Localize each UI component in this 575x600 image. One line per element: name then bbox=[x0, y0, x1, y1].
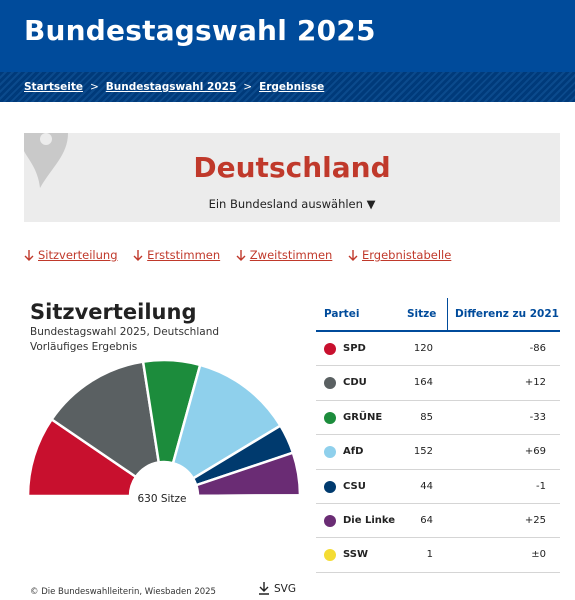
breadcrumb-results-link[interactable]: Ergebnisse bbox=[259, 81, 325, 93]
table-row: CSU 44 -1 bbox=[316, 470, 560, 504]
party-diff: +69 bbox=[524, 446, 546, 458]
breadcrumb-separator: > bbox=[243, 81, 253, 93]
party-diff: -1 bbox=[536, 480, 546, 492]
arrow-down-icon bbox=[24, 249, 34, 261]
party-seats: 64 bbox=[420, 514, 433, 526]
breadcrumb-election-link[interactable]: Bundestagswahl 2025 bbox=[105, 81, 237, 93]
column-divider bbox=[447, 298, 448, 332]
svg-download-label: SVG bbox=[274, 582, 296, 595]
column-header-diff: Differenz zu 2021 bbox=[455, 308, 559, 320]
table-header: Partei Sitze Differenz zu 2021 bbox=[316, 298, 560, 332]
bundesland-dropdown[interactable]: Ein Bundesland auswählen ▼ bbox=[24, 197, 560, 211]
party-color-dot bbox=[324, 377, 336, 390]
region-selector-panel: Deutschland Ein Bundesland auswählen ▼ bbox=[24, 133, 560, 222]
chart-subtitle-line: Vorläufiges Ergebnis bbox=[30, 341, 138, 353]
anchor-label: Zweitstimmen bbox=[249, 248, 333, 262]
seat-segment-cdu[interactable] bbox=[50, 360, 161, 479]
party-seats: 44 bbox=[420, 480, 433, 492]
column-header-seats: Sitze bbox=[407, 308, 437, 320]
party-name: SPD bbox=[343, 343, 366, 354]
breadcrumb: Startseite > Bundestagswahl 2025 > Ergebniss… bbox=[24, 81, 324, 93]
section-anchor-nav: Sitzverteilung Erststimmen Zweitstimmen … bbox=[24, 248, 463, 264]
party-color-dot bbox=[324, 480, 336, 493]
party-seats: 1 bbox=[426, 549, 433, 561]
party-color-dot bbox=[324, 343, 336, 355]
breadcrumb-separator: > bbox=[89, 81, 99, 93]
page-title: Bundestagswahl 2025 bbox=[24, 14, 376, 47]
party-name: CDU bbox=[343, 377, 367, 389]
column-header-party: Partei bbox=[324, 308, 360, 320]
anchor-label: Erststimmen bbox=[147, 248, 221, 262]
party-seats: 85 bbox=[420, 411, 433, 423]
breadcrumb-home-link[interactable]: Startseite bbox=[24, 81, 83, 93]
site-header: Bundestagswahl 2025 bbox=[0, 0, 575, 72]
seat-distribution-chart bbox=[26, 360, 302, 498]
party-color-dot bbox=[324, 446, 336, 459]
table-row: SSW 1 ±0 bbox=[316, 538, 560, 573]
arrow-down-icon bbox=[133, 249, 143, 261]
party-diff: -86 bbox=[529, 343, 546, 354]
table-row: AfD 152 +69 bbox=[316, 435, 560, 470]
party-color-dot bbox=[324, 514, 336, 527]
copyright-credit: © Die Bundeswahlleiterin, Wiesbaden 2025 bbox=[30, 587, 216, 597]
arrow-down-icon bbox=[236, 249, 246, 261]
party-color-dot bbox=[324, 549, 336, 562]
anchor-label: Ergebnistabelle bbox=[361, 248, 452, 262]
region-name: Deutschland bbox=[193, 151, 391, 184]
breadcrumb-bar: Startseite > Bundestagswahl 2025 > Ergebniss… bbox=[0, 72, 575, 102]
table-body: SPD 120 -86 CDU 164 +12 GRÜNE 85 -33 AfD 152 +69 CSU… bbox=[316, 332, 560, 573]
party-seats: 152 bbox=[413, 446, 433, 458]
party-name: AfD bbox=[343, 446, 364, 458]
arrow-down-icon bbox=[348, 249, 358, 261]
anchor-erststimmen[interactable]: Erststimmen bbox=[133, 248, 220, 262]
seat-segment-ssw[interactable] bbox=[196, 494, 302, 498]
table-row: GRÜNE 85 -33 bbox=[316, 401, 560, 436]
party-name: CSU bbox=[343, 480, 366, 492]
party-name: Die Linke bbox=[343, 514, 396, 526]
anchor-label: Sitzverteilung bbox=[38, 248, 118, 262]
chevron-down-icon: ▼ bbox=[366, 197, 376, 211]
chart-title: Sitzverteilung bbox=[30, 300, 197, 324]
download-icon bbox=[259, 582, 269, 595]
party-name: SSW bbox=[343, 549, 368, 561]
anchor-zweitstimmen[interactable]: Zweitstimmen bbox=[236, 248, 333, 262]
party-diff: +12 bbox=[524, 377, 546, 389]
party-diff: ±0 bbox=[531, 549, 546, 561]
bundesland-dropdown-label: Ein Bundesland auswählen bbox=[208, 197, 363, 211]
party-seats: 164 bbox=[413, 377, 433, 389]
results-table: Partei Sitze Differenz zu 2021 SPD 120 -86… bbox=[316, 298, 560, 573]
table-row: CDU 164 +12 bbox=[316, 366, 560, 401]
chart-subtitle-line: Bundestagswahl 2025, Deutschland bbox=[30, 326, 220, 338]
party-seats: 120 bbox=[413, 343, 433, 354]
seat-segment-afd[interactable] bbox=[171, 363, 282, 480]
map-pin-icon bbox=[24, 133, 68, 188]
anchor-sitzverteilung[interactable]: Sitzverteilung bbox=[24, 248, 118, 262]
table-row: SPD 120 -86 bbox=[316, 332, 560, 367]
seat-segment-spd[interactable] bbox=[26, 418, 138, 498]
party-diff: -33 bbox=[529, 411, 546, 423]
anchor-ergebnistabelle[interactable]: Ergebnistabelle bbox=[348, 248, 451, 262]
table-row: Die Linke 64 +25 bbox=[316, 504, 560, 539]
total-seats-label: 630 Sitze bbox=[137, 493, 187, 505]
party-name: GRÜNE bbox=[343, 411, 383, 423]
chart-subtitle: Bundestagswahl 2025, Deutschland Vorläuf… bbox=[30, 325, 219, 355]
party-diff: +25 bbox=[524, 514, 546, 526]
svg-download-button[interactable]: SVG bbox=[258, 582, 296, 595]
party-color-dot bbox=[324, 411, 336, 424]
